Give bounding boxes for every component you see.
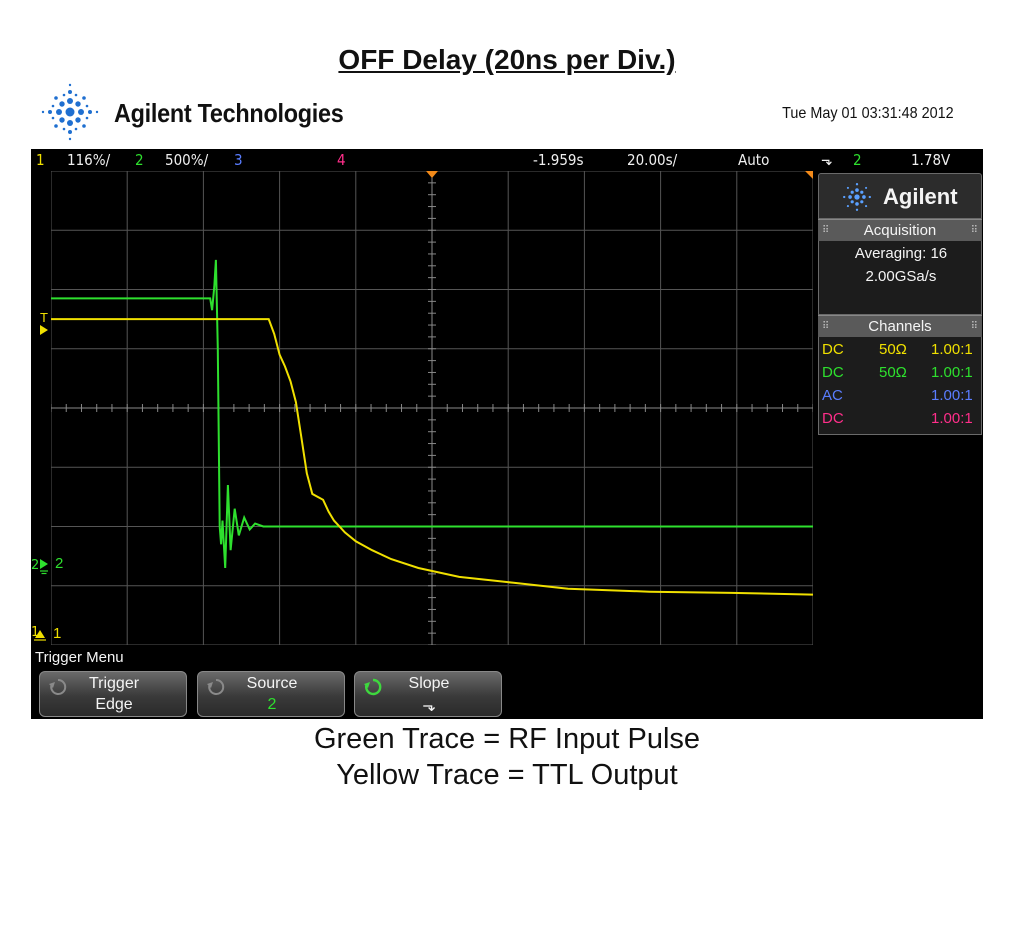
- caption-green-trace: Green Trace = RF Input Pulse: [313, 723, 701, 755]
- ch1-ground-icon: 1: [31, 625, 46, 641]
- channel-row[interactable]: DC 50Ω 1.00:1: [819, 362, 983, 384]
- ch1-marker[interactable]: 1: [53, 625, 62, 642]
- oscilloscope-display: 1 116%/ 2 500%/ 3 4 -1.959s 20.00s/ Auto…: [31, 149, 983, 719]
- side-panel-brand-text: Agilent: [883, 184, 958, 209]
- ch1-scale[interactable]: 116%/: [67, 151, 111, 169]
- channel-row[interactable]: DC 1.00:1: [819, 408, 983, 430]
- trigger-type-softkey[interactable]: Trigger Edge: [39, 671, 187, 717]
- agilent-spark-icon: [843, 183, 871, 211]
- waveform-screen[interactable]: [51, 171, 813, 645]
- channel-probe: 1.00:1: [931, 410, 973, 427]
- trigger-level-marker[interactable]: T: [40, 310, 48, 325]
- channel-probe: 1.00:1: [931, 387, 973, 404]
- ch2-number[interactable]: 2: [135, 151, 144, 169]
- grip-icon: ⠿: [822, 225, 830, 236]
- channel-probe: 1.00:1: [931, 364, 973, 381]
- rotate-knob-icon: [207, 678, 225, 695]
- svg-text:1: 1: [31, 625, 39, 640]
- timestamp: Tue May 01 03:31:48 2012: [782, 105, 954, 122]
- trigger-level[interactable]: 1.78V: [911, 151, 951, 169]
- status-bar: 1 116%/ 2 500%/ 3 4 -1.959s 20.00s/ Auto…: [31, 149, 983, 171]
- channel-probe: 1.00:1: [931, 341, 973, 358]
- softkey-label: Trigger: [88, 675, 140, 692]
- channels-header[interactable]: ⠿ Channels ⠿: [818, 315, 982, 337]
- channel-impedance: 50Ω: [879, 341, 907, 358]
- channel-coupling: AC: [822, 387, 843, 404]
- ch3-number[interactable]: 3: [234, 151, 243, 169]
- channels-body: DC 50Ω 1.00:1 DC 50Ω 1.00:1 AC 1.00:1 DC 1.00:1: [818, 337, 982, 435]
- caption-yellow-trace: Yellow Trace = TTL Output: [336, 759, 678, 791]
- channel-coupling: DC: [822, 341, 844, 358]
- menu-title-bar: Trigger Menu: [31, 648, 983, 668]
- acquisition-body: Averaging: 16 2.00GSa/s: [818, 241, 982, 315]
- channel-row[interactable]: DC 50Ω 1.00:1: [819, 339, 983, 361]
- rotate-knob-icon: [364, 678, 382, 696]
- softkey-value: 2: [267, 696, 277, 713]
- right-edge-marker-icon: [805, 171, 813, 179]
- green-trace: [51, 259, 813, 569]
- softkey-value: ⬎: [422, 698, 436, 715]
- ch2-ground-icon: 2: [31, 558, 48, 575]
- side-panel-brand: Agilent: [818, 173, 982, 219]
- menu-title: Trigger Menu: [35, 649, 124, 666]
- softkey-label: Slope: [408, 675, 450, 692]
- trigger-slope-softkey[interactable]: Slope ⬎: [354, 671, 502, 717]
- trigger-mode[interactable]: Auto: [738, 151, 770, 169]
- channel-impedance: 50Ω: [879, 364, 907, 381]
- acquisition-header[interactable]: ⠿ Acquisition ⠿: [818, 219, 982, 241]
- softkey-value: Edge: [95, 696, 133, 713]
- horizontal-delay[interactable]: -1.959s: [533, 151, 584, 169]
- graticule: [51, 171, 813, 645]
- grip-icon: ⠿: [822, 321, 830, 332]
- trigger-source[interactable]: 2: [853, 151, 862, 169]
- ch4-number[interactable]: 4: [337, 151, 346, 169]
- trigger-time-marker-icon: [426, 171, 438, 178]
- brand-name: Agilent Technologies: [114, 98, 344, 128]
- timebase-scale[interactable]: 20.00s/: [627, 151, 678, 169]
- page-title: OFF Delay (20ns per Div.): [338, 44, 676, 75]
- channel-row[interactable]: AC 1.00:1: [819, 385, 983, 407]
- agilent-spark-icon: [41, 83, 99, 141]
- rotate-knob-icon: [49, 678, 67, 695]
- side-panel: Agilent ⠿ Acquisition ⠿ Averaging: 16 2.…: [818, 173, 982, 435]
- softkey-label: Source: [246, 675, 298, 692]
- grip-icon: ⠿: [970, 321, 978, 332]
- sample-rate: 2.00GSa/s: [865, 268, 937, 285]
- channel-coupling: DC: [822, 410, 844, 427]
- acquisition-mode: Averaging: 16: [854, 245, 948, 262]
- yellow-trace: [51, 318, 813, 596]
- ch1-number[interactable]: 1: [36, 151, 45, 169]
- trigger-level-arrow-icon: [40, 325, 48, 335]
- trigger-slope-icon: ⬎: [821, 151, 833, 169]
- ch2-scale[interactable]: 500%/: [165, 151, 209, 169]
- ch2-marker[interactable]: 2: [55, 555, 64, 572]
- svg-text:2: 2: [31, 558, 39, 573]
- channel-coupling: DC: [822, 364, 844, 381]
- trigger-source-softkey[interactable]: Source 2: [197, 671, 345, 717]
- grip-icon: ⠿: [970, 225, 978, 236]
